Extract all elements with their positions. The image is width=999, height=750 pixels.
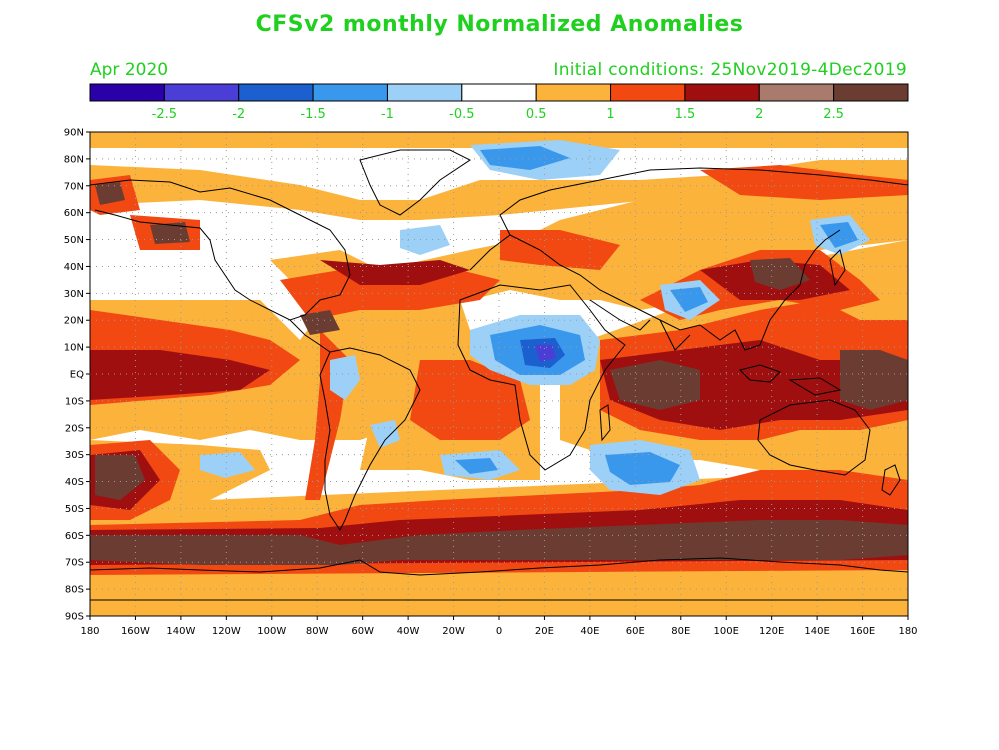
latitude-tick-label: 90N: [64, 128, 84, 139]
latitude-tick-label: 70S: [65, 558, 84, 569]
latitude-tick-label: 10N: [64, 343, 84, 354]
longitude-tick-label: 120W: [212, 626, 241, 637]
colorbar-swatch: [535, 83, 612, 102]
latitude-tick-label: 80S: [65, 585, 84, 596]
colorbar-swatch: [833, 83, 909, 102]
colorbar-swatch: [89, 83, 165, 102]
latitude-tick-label: 40S: [65, 477, 84, 488]
longitude-axis: 180 160W 140W 120W 100W 80W 60W 40W 20W 0 20E 40E 60…: [80, 616, 918, 637]
longitude-tick-label: 180: [898, 626, 917, 637]
latitude-tick-label: 30S: [65, 450, 84, 461]
colorbar-tick-label: 1: [606, 107, 614, 122]
longitude-tick-label: 120E: [759, 626, 784, 637]
latitude-tick-label: 20N: [64, 316, 84, 327]
colorbar-tick-label: 2.5: [823, 107, 844, 122]
latitude-tick-label: EQ: [70, 370, 84, 381]
longitude-tick-label: 60W: [351, 626, 374, 637]
colorbar-tick-label: -2: [232, 107, 245, 122]
longitude-tick-label: 80E: [671, 626, 690, 637]
latitude-tick-label: 50N: [64, 235, 84, 246]
latitude-tick-label: 40N: [64, 262, 84, 273]
month-label: Apr 2020: [90, 60, 169, 80]
latitude-tick-label: 70N: [64, 181, 84, 192]
longitude-tick-label: 180: [80, 626, 99, 637]
longitude-tick-label: 160E: [850, 626, 875, 637]
map-grid: [90, 132, 908, 616]
longitude-tick-label: 40W: [397, 626, 420, 637]
colorbar-swatch: [684, 83, 760, 102]
latitude-tick-label: 20S: [65, 423, 84, 434]
longitude-tick-label: 20W: [442, 626, 465, 637]
map-title: CFSv2 monthly Normalized Anomalies: [255, 12, 744, 37]
colorbar-swatch: [386, 83, 463, 102]
longitude-tick-label: 20E: [535, 626, 554, 637]
latitude-axis: 90N 80N 70N 60N 50N 40N 30N 20N 10N EQ 10S 20S 30S 40…: [64, 128, 90, 623]
colorbar-tick-label: 2: [755, 107, 763, 122]
latitude-tick-label: 60S: [65, 531, 84, 542]
anomaly-fill-neg: [200, 140, 870, 495]
longitude-tick-label: 40E: [580, 626, 599, 637]
latitude-tick-label: 50S: [65, 504, 84, 515]
colorbar-tick-label: -2.5: [152, 107, 177, 122]
colorbar-tick-label: -1: [381, 107, 394, 122]
colorbar-tick-label: -0.5: [449, 107, 474, 122]
latitude-tick-label: 60N: [64, 208, 84, 219]
colorbar-swatch: [238, 83, 314, 102]
colorbar-swatch: [758, 83, 835, 102]
longitude-tick-label: 100W: [257, 626, 286, 637]
longitude-tick-label: 0: [496, 626, 502, 637]
longitude-tick-label: 100E: [714, 626, 739, 637]
colorbar-swatch: [312, 83, 388, 102]
latitude-tick-label: 30N: [64, 289, 84, 300]
colorbar-swatch: [163, 83, 240, 102]
longitude-tick-label: 160W: [121, 626, 150, 637]
longitude-tick-label: 140E: [804, 626, 829, 637]
longitude-tick-label: 140W: [166, 626, 195, 637]
latitude-tick-label: 10S: [65, 396, 84, 407]
colorbar-swatch: [461, 83, 537, 102]
colorbar-tick-label: 0.5: [526, 107, 547, 122]
coastlines: [90, 149, 908, 601]
init-conditions-label: Initial conditions: 25Nov2019-4Dec2019: [553, 60, 907, 80]
colorbar-labels: -2.5 -2 -1.5 -1 -0.5 0.5 1 1.5 2 2.5: [152, 107, 844, 122]
latitude-tick-label: 80N: [64, 154, 84, 165]
colorbar-tick-label: -1.5: [300, 107, 325, 122]
longitude-tick-label: 60E: [626, 626, 645, 637]
colorbar-swatch: [610, 83, 686, 102]
anomaly-fill-4: [90, 182, 908, 565]
colorbar-tick-label: 1.5: [675, 107, 696, 122]
map-area: [90, 132, 908, 616]
longitude-tick-label: 80W: [306, 626, 329, 637]
latitude-tick-label: 90S: [65, 612, 84, 623]
colorbar: [89, 83, 909, 102]
